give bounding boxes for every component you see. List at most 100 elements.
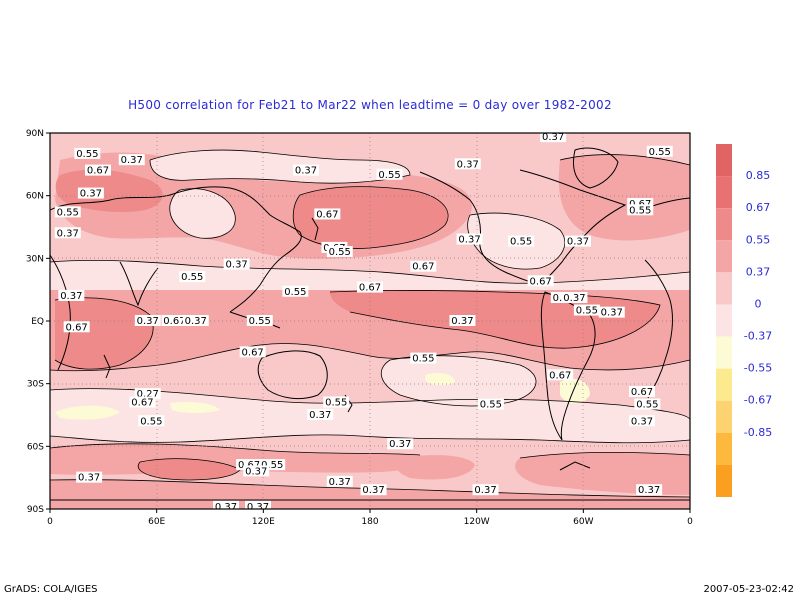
contour-4 [50,388,690,421]
contour-lines [50,149,690,498]
contour-label-bg [376,168,403,180]
lon-tick-label: 60W [573,517,593,527]
contour-label-bg [77,187,104,199]
contour-label-bg [314,208,341,220]
contour-label-bg [540,133,567,143]
contour-label: 0.37 [530,525,552,536]
legend-label: 0 [755,297,762,310]
contour-label: 0.55 [284,287,306,298]
lat-tick-label: 60N [26,192,44,202]
contour-label: 0.55 [346,573,368,584]
contour-label: 0.55 [249,316,271,327]
map-frame: 0.370.550.550.370.670.370.370.550.370.67… [26,129,693,592]
contour-label-bg [673,551,693,562]
contour-label-bg [142,559,168,570]
contour-label-bg [326,475,353,487]
lon-tick-label: 180 [361,517,378,527]
contour-label-bg [118,154,145,166]
contour-label: 0.67 [169,529,191,540]
legend-swatch [716,240,732,273]
contour-label-bg [54,227,81,239]
contour-label: 0.55 [636,400,658,411]
contour-label-bg [134,315,161,326]
contour-label: 0.37 [457,159,479,170]
contour-label: 0.37 [197,521,219,532]
lat-tick-label: 30S [27,380,44,390]
contour-label-bg [245,500,271,509]
contour-label: 0.55 [325,397,347,408]
contour-label-bg [410,352,437,364]
lat-tick-label: 90S [27,505,44,515]
contour-label: 0.55 [329,247,351,258]
latitude-axis: 90N 60N 30N EQ 30S 60S 90S [26,129,50,515]
contour-label-bg [326,246,353,258]
contour-label-bg [357,281,383,293]
contour-label-bg [627,198,654,210]
contour-label-bg [323,396,350,408]
contour-label-bg [345,572,371,583]
contour-label: 0.37 [458,235,480,246]
contour-label-bg [360,484,387,496]
contour-14 [54,297,154,370]
coast-greenland [573,147,619,189]
contour-label: 0.55 [76,149,98,160]
contour-label: 0.55 [622,581,644,592]
contour-3 [50,434,690,444]
contour-label: 0.67 [549,370,571,381]
contour-label-bg [129,396,156,408]
contour-label-bg [161,315,188,326]
coast-australia [257,350,328,400]
contour-label-bg [561,292,588,304]
contour-label-bg [246,315,273,326]
contour-label-bg [89,524,115,535]
field-low-arctic [150,150,410,184]
contour-label: 0.37 [389,439,411,450]
contour-label-bg [456,233,483,245]
coast-eurasia [50,186,302,313]
contour-label: 0.55 [90,525,112,536]
contour-label-bg [646,145,673,157]
contour-label: 0.55 [576,306,598,317]
contour-label-bg [167,528,193,539]
contour-label-bg [63,321,90,333]
contour-label: 0.67 [359,283,381,294]
contour-label: 0.37 [309,410,331,421]
contour-label: 0.37 [451,316,473,327]
contour-label: 0.55 [181,272,203,283]
contour-label-bg [573,304,600,316]
contour-label-bg [394,524,420,535]
contour-label: 0.55 [412,354,434,365]
contour-label-bg [449,315,476,326]
field-neg-3 [425,372,455,386]
contour-label: 0.37 [215,502,237,513]
contour-label-bg [629,415,655,427]
contour-label: 0.37 [247,502,269,513]
map-fill: 0.370.550.550.370.670.370.370.550.370.67… [50,133,693,592]
contour-label: 0.37 [601,308,623,319]
legend-swatch [716,400,732,433]
contour-label-bg [163,568,189,579]
lon-tick-label: 0 [687,517,693,527]
contour-label: 0.37 [362,485,384,496]
coast-japan [311,217,319,241]
contour-label-bg [293,164,319,176]
contour-label-bg [636,484,663,496]
contour-label-bg [387,438,414,450]
contour-13 [329,290,661,349]
contour-label: 0.37 [567,237,589,248]
legend-swatch [716,208,732,241]
contour-label-bg [182,315,209,326]
contour-9 [380,355,537,407]
contour-label-bg [527,275,554,287]
lat-tick-label: 60S [27,442,44,452]
contour-1 [50,259,690,284]
contour-label: 0.67 [66,322,88,333]
field-neg-1 [55,405,120,420]
contour-label-bg [307,409,334,420]
contour-label: 0.55 [510,237,532,248]
contour-label: 0.55 [629,205,651,216]
legend-label: 0.37 [746,265,771,278]
contour-label: 0.5 [675,552,691,563]
contour-label-bg [76,471,103,483]
